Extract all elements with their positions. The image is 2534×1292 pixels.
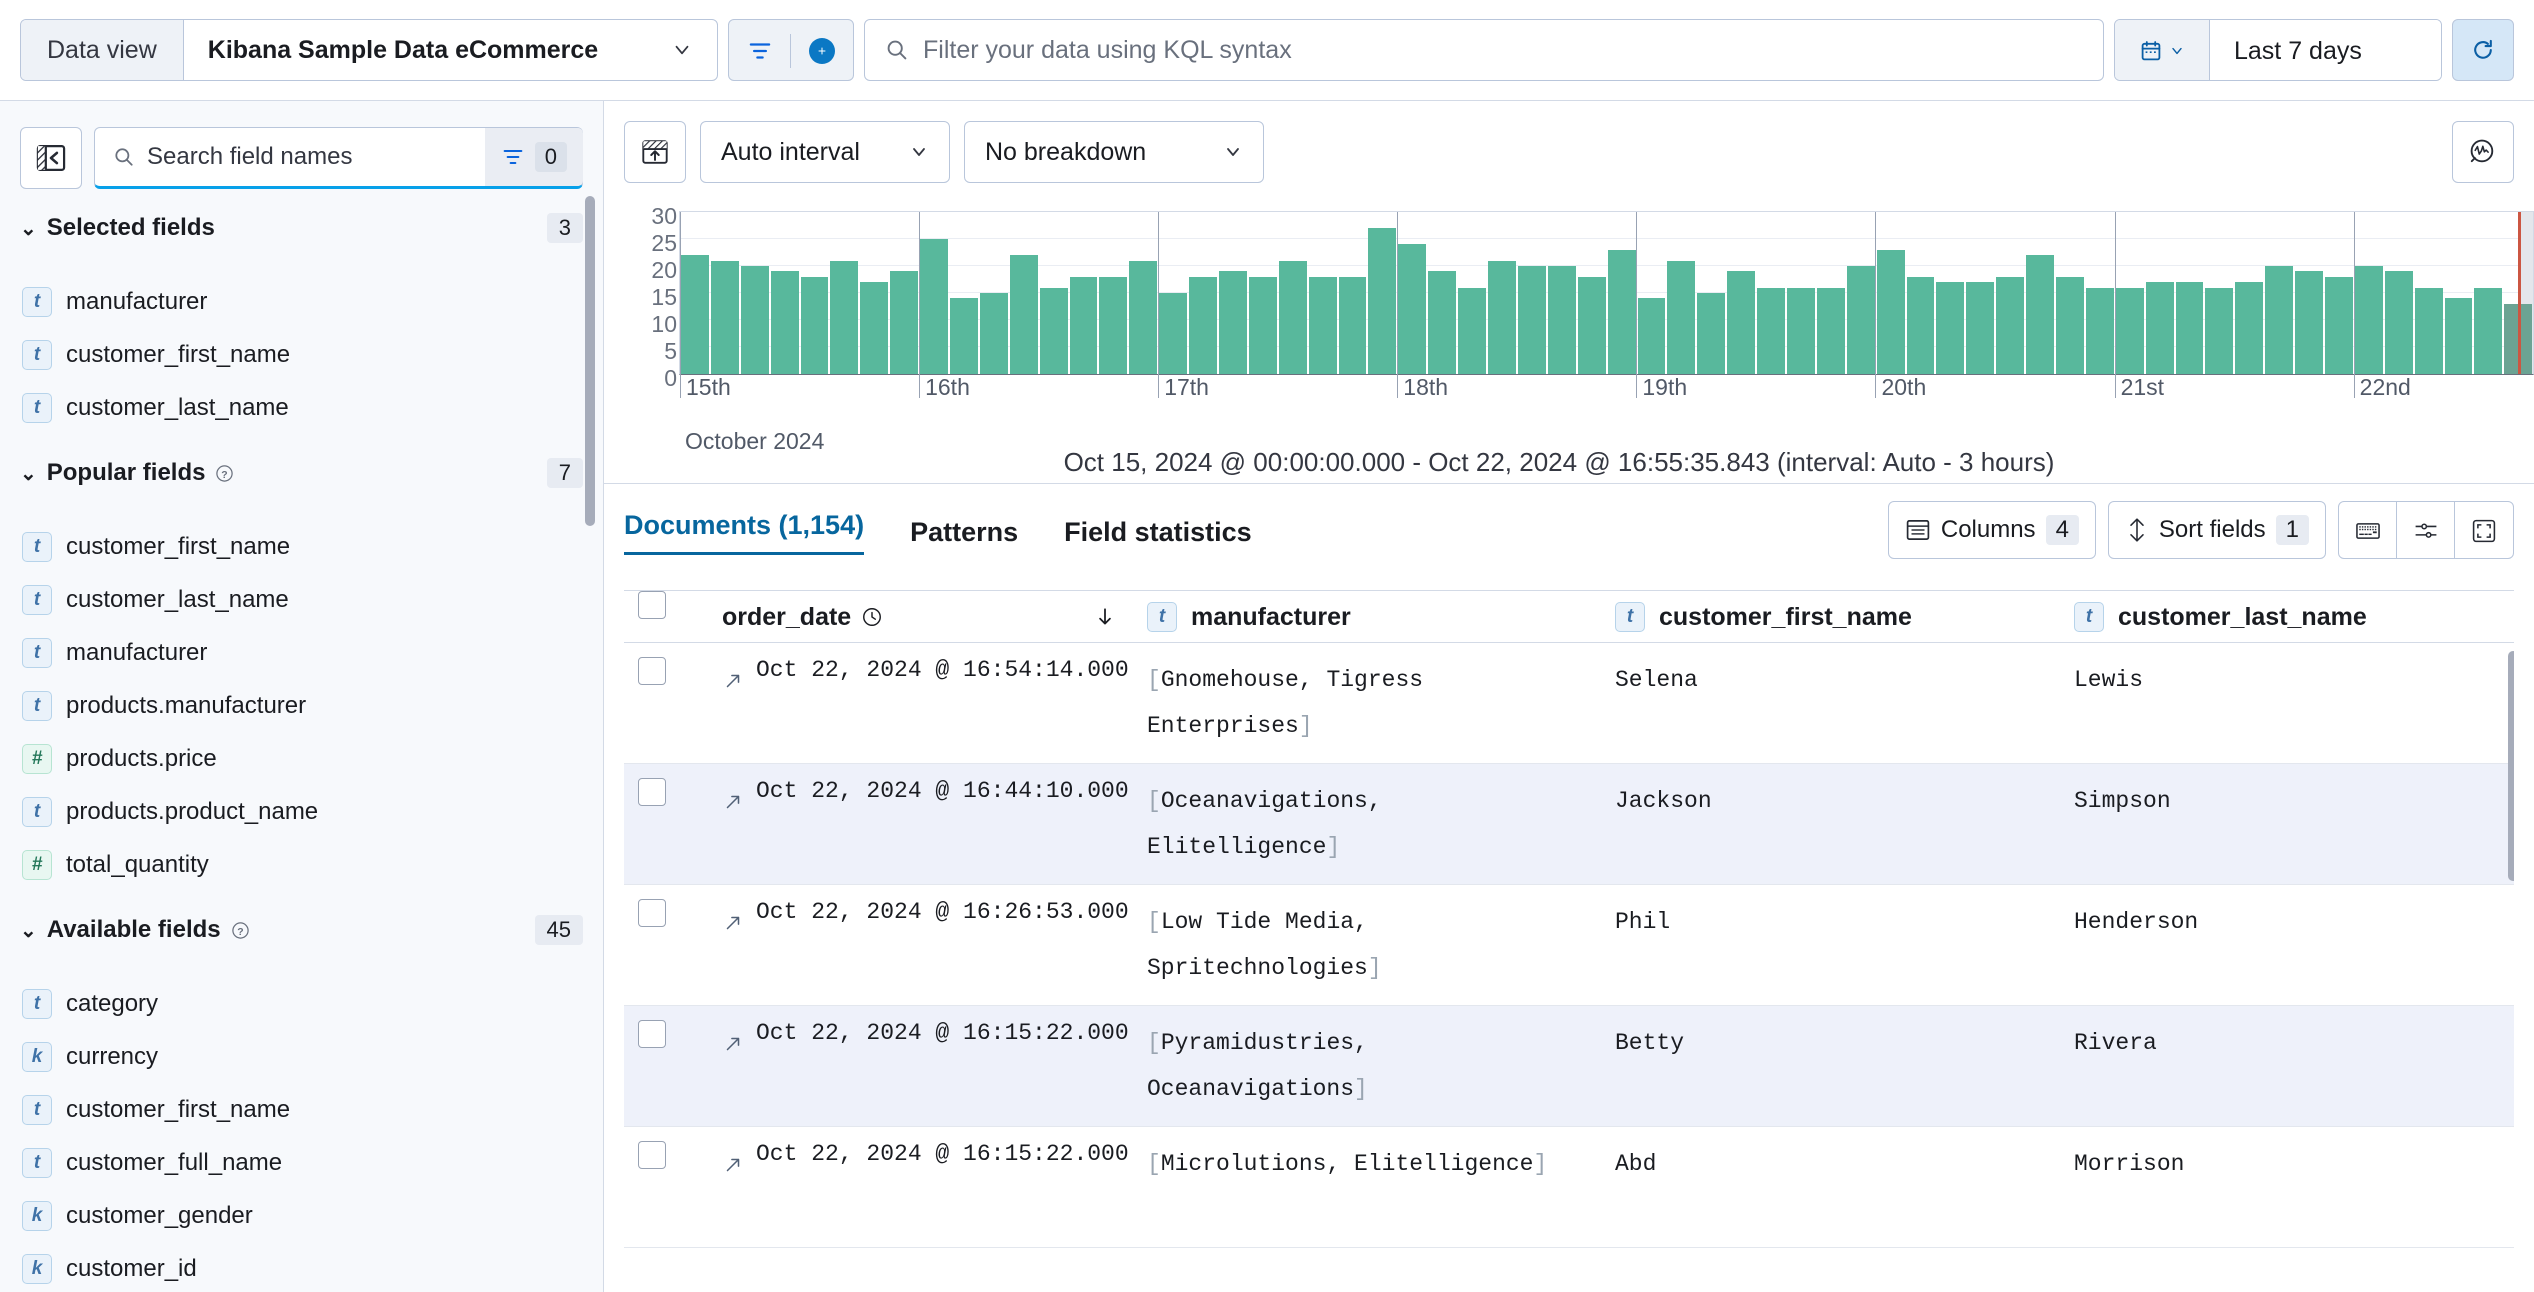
svg-text:?: ? bbox=[237, 926, 243, 937]
svg-text:?: ? bbox=[222, 469, 228, 480]
